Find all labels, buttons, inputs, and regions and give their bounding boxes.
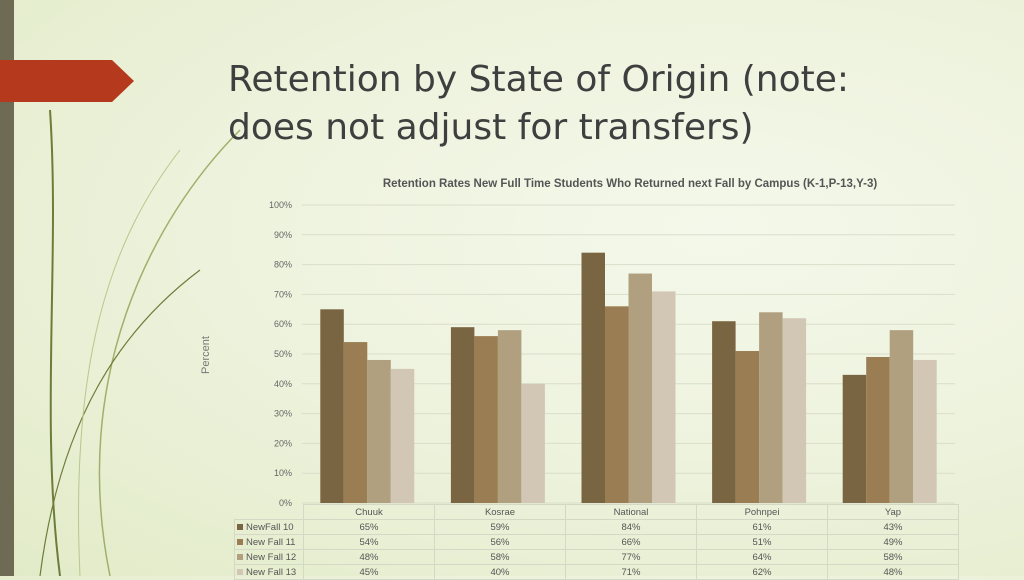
legend-swatch [237, 568, 243, 575]
table-row: New Fall 12 48% 58% 77% 64% 58% [234, 549, 959, 565]
series-name: New Fall 12 [246, 551, 297, 563]
y-tick-label: 70% [274, 289, 292, 299]
y-tick-label: 30% [274, 409, 292, 419]
bar-yap-series-3 [889, 330, 914, 503]
data-label: 54% [303, 534, 435, 550]
data-label: 43% [827, 519, 959, 535]
bar-pohnpei-series-3 [759, 312, 783, 503]
data-label: 48% [827, 564, 959, 580]
data-label: 84% [565, 519, 697, 535]
data-label: 77% [565, 549, 697, 565]
table-row: NewFall 10 65% 59% 84% 61% 43% [234, 519, 959, 535]
left-accent-bar [0, 0, 14, 576]
bar-kosrae-series-2 [474, 336, 498, 503]
bar-national-series-1 [581, 252, 605, 503]
data-label: 59% [434, 519, 566, 535]
bar-kosrae-series-1 [450, 327, 475, 503]
data-table: Chuuk Kosrae National Pohnpei Yap NewFall 10 6… [234, 504, 959, 580]
data-label: 61% [696, 519, 828, 535]
bar-chuuk-series-3 [367, 359, 391, 503]
y-tick-label: 50% [274, 349, 292, 359]
bar-national-series-3 [628, 273, 652, 503]
category-label: National [565, 504, 697, 520]
data-label: 71% [565, 564, 697, 580]
bar-yap-series-4 [913, 359, 937, 503]
data-label: 48% [303, 549, 435, 565]
data-label: 51% [696, 534, 828, 550]
table-header-row: Chuuk Kosrae National Pohnpei Yap [235, 504, 959, 520]
bar-chuuk-series-2 [343, 342, 368, 503]
bar-national-series-2 [605, 306, 629, 503]
decorative-lines [39, 109, 241, 576]
data-label: 65% [303, 519, 435, 535]
data-label: 40% [434, 564, 566, 580]
y-tick-label: 10% [274, 468, 292, 478]
table-corner [235, 505, 304, 520]
red-arrow-tab [0, 60, 134, 102]
data-label: 45% [303, 564, 435, 580]
y-tick-label: 20% [274, 438, 292, 448]
series-name: New Fall 11 [246, 536, 296, 548]
series-name: NewFall 10 [246, 521, 294, 533]
bar-national-series-4 [652, 291, 676, 503]
legend-entry: NewFall 10 [234, 519, 304, 535]
data-label: 56% [434, 534, 566, 550]
data-label: 49% [827, 534, 959, 550]
bar-kosrae-series-3 [497, 330, 522, 503]
bar-pohnpei-series-1 [712, 321, 736, 503]
legend-swatch [237, 523, 243, 530]
table-row: New Fall 13 45% 40% 71% 62% 48% [234, 564, 959, 580]
legend-entry: New Fall 13 [234, 564, 304, 580]
data-label: 66% [565, 534, 697, 550]
bar-pohnpei-series-4 [782, 318, 807, 503]
category-label: Kosrae [434, 504, 566, 520]
table-row: New Fall 11 54% 56% 66% 51% 49% [234, 534, 959, 550]
category-label: Pohnpei [696, 504, 828, 520]
data-label: 64% [696, 549, 828, 565]
chart-title: Retention Rates New Full Time Students W… [382, 178, 878, 190]
bar-kosrae-series-4 [521, 383, 545, 503]
legend-swatch [237, 553, 243, 560]
bar-yap-series-2 [866, 356, 890, 503]
legend-entry: New Fall 11 [234, 534, 304, 550]
bar-chuuk-series-4 [390, 368, 415, 503]
bar-yap-series-1 [842, 374, 867, 503]
legend-swatch [237, 538, 243, 545]
y-tick-label: 90% [274, 230, 292, 240]
y-tick-label: 40% [274, 379, 292, 389]
bar-pohnpei-series-2 [735, 351, 760, 503]
data-label: 58% [827, 549, 959, 565]
y-tick-label: 80% [274, 260, 292, 270]
y-tick-label: 60% [274, 319, 292, 329]
bar-chuuk-series-1 [320, 309, 344, 503]
data-label: 58% [434, 549, 566, 565]
legend-entry: New Fall 12 [234, 549, 304, 565]
category-label: Yap [827, 504, 959, 520]
slide-title: Retention by State of Origin (note: does… [228, 59, 850, 148]
series-name: New Fall 13 [246, 566, 297, 578]
category-label: Chuuk [303, 504, 435, 520]
data-label: 62% [696, 564, 828, 580]
y-tick-label: 100% [269, 200, 292, 210]
y-tick-label: 0% [279, 498, 292, 508]
